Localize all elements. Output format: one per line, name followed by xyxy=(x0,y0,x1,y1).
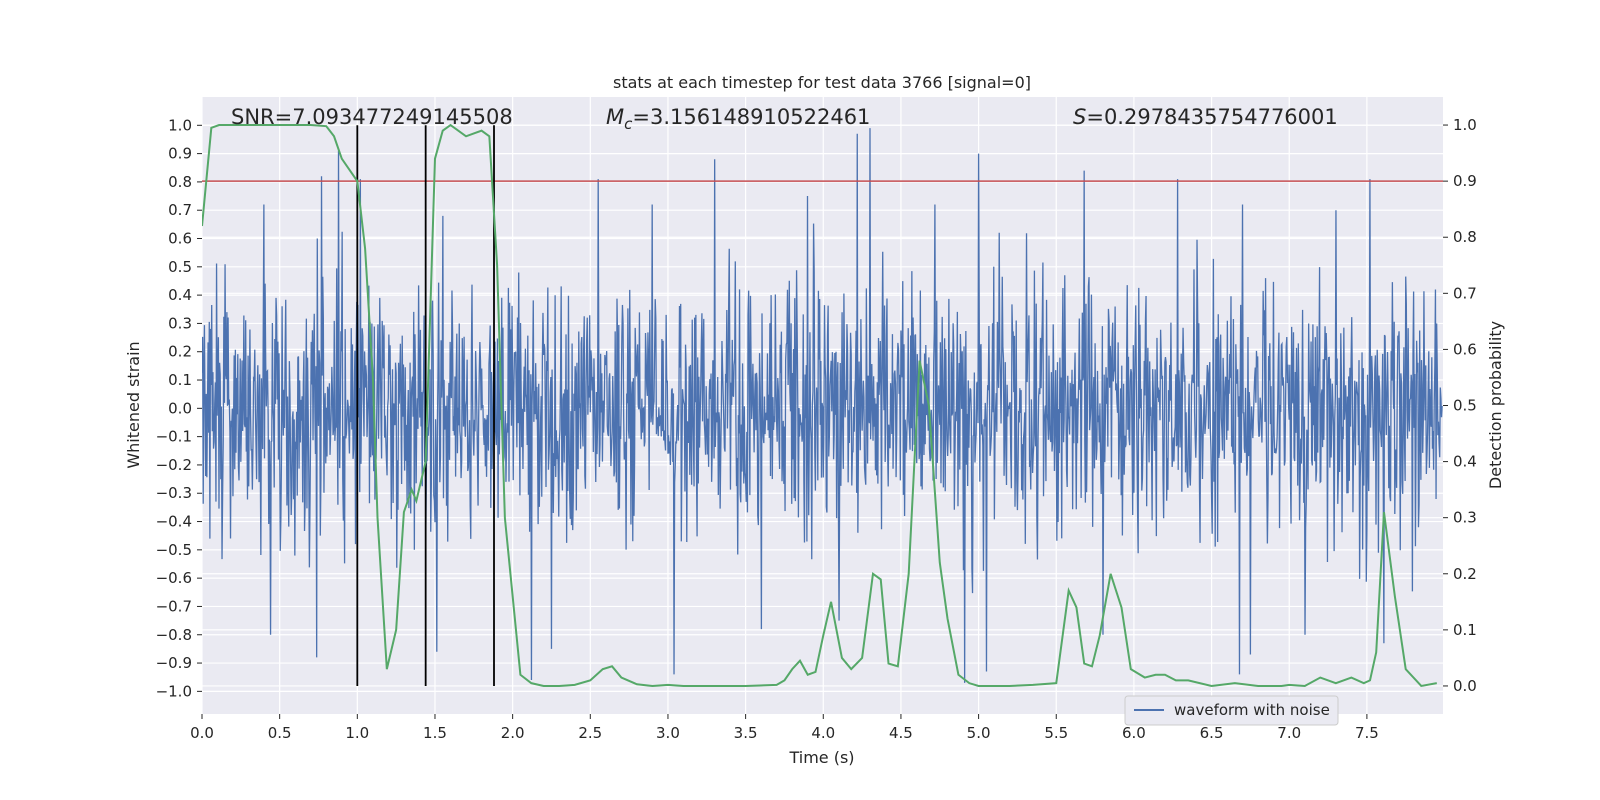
y-tick-label: −0.7 xyxy=(156,597,192,615)
y-tick-label: 0.4 xyxy=(168,286,192,304)
y-right-tick-label: 0.7 xyxy=(1453,284,1477,302)
x-tick-label: 6.0 xyxy=(1122,724,1146,742)
y-right-tick-label: 0.5 xyxy=(1453,397,1477,415)
x-axis-label: Time (s) xyxy=(788,748,854,767)
waveform-series xyxy=(202,128,1443,683)
s-symbol: S xyxy=(1073,105,1086,129)
x-ticks: 0.0 0.5 1.0 1.5 2.0 2.5 3.0 3.5 4.0 4.5 5.0 5.5 6.0 6… xyxy=(190,714,1379,742)
y-tick-label: 0.3 xyxy=(168,314,192,332)
y-tick-label: 0.2 xyxy=(168,343,192,361)
y-tick-label: −0.3 xyxy=(156,484,192,502)
y-tick-label: −0.6 xyxy=(156,569,192,587)
x-tick-label: 2.5 xyxy=(578,724,602,742)
x-tick-label: 0.0 xyxy=(190,724,214,742)
y-right-tick-label: 0.0 xyxy=(1453,677,1477,695)
y-right-tick-label: 0.3 xyxy=(1453,509,1477,527)
y-tick-label: −0.4 xyxy=(156,513,192,531)
y-right-tick-label: 0.9 xyxy=(1453,172,1477,190)
legend: waveform with noise xyxy=(1124,695,1339,726)
s-value: =0.2978435754776001 xyxy=(1086,105,1337,129)
y-axis-label-right: Detection probability xyxy=(1486,321,1505,489)
y-ticks-right: 0.0 0.1 0.2 0.3 0.4 0.5 0.6 0.7 0.8 0.9 1.0 xyxy=(1443,116,1477,695)
chirp-mass-subscript: c xyxy=(624,115,633,133)
y-right-tick-label: 1.0 xyxy=(1453,116,1477,134)
x-tick-label: 5.0 xyxy=(967,724,991,742)
x-tick-label: 3.5 xyxy=(734,724,758,742)
x-tick-label: 2.0 xyxy=(501,724,525,742)
x-tick-label: 7.0 xyxy=(1277,724,1301,742)
snr-annotation: SNR=7.093477249145508 xyxy=(231,105,513,129)
x-tick-label: 1.0 xyxy=(345,724,369,742)
y-tick-label: 1.0 xyxy=(168,116,192,134)
legend-entry: waveform with noise xyxy=(1174,701,1330,719)
waveform-line xyxy=(202,128,1443,683)
y-right-tick-label: 0.6 xyxy=(1453,340,1477,358)
x-tick-label: 6.5 xyxy=(1200,724,1224,742)
y-tick-label: −0.8 xyxy=(156,626,192,644)
y-tick-label: −0.5 xyxy=(156,541,192,559)
y-right-tick-label: 0.1 xyxy=(1453,621,1477,639)
y-tick-label: 0.5 xyxy=(168,258,192,276)
x-tick-label: 0.5 xyxy=(268,724,292,742)
y-tick-label: 0.1 xyxy=(168,371,192,389)
y-tick-label: −0.1 xyxy=(156,428,192,446)
chirp-mass-symbol: M xyxy=(606,105,624,129)
y-axis-label: Whitened strain xyxy=(124,341,143,468)
y-right-tick-label: 0.8 xyxy=(1453,228,1477,246)
y-right-tick-label: 0.2 xyxy=(1453,565,1477,583)
x-tick-label: 5.5 xyxy=(1044,724,1068,742)
x-tick-label: 4.5 xyxy=(889,724,913,742)
chirp-mass-value: =3.156148910522461 xyxy=(632,105,870,129)
probability-series xyxy=(202,123,1437,688)
chirp-mass-annotation: Mc=3.156148910522461 xyxy=(606,105,870,133)
x-tick-label: 4.0 xyxy=(811,724,835,742)
y-tick-label: 0.9 xyxy=(168,145,192,163)
s-annotation: S=0.2978435754776001 xyxy=(1073,105,1338,129)
y-tick-label: −0.2 xyxy=(156,456,192,474)
y-tick-label: −0.9 xyxy=(156,654,192,672)
x-tick-label: 7.5 xyxy=(1355,724,1379,742)
y-tick-label: 0.6 xyxy=(168,230,192,248)
y-tick-label: 0.8 xyxy=(168,173,192,191)
y-tick-label: −1.0 xyxy=(156,682,192,700)
legend-box xyxy=(1124,695,1339,726)
y-tick-label: 0.0 xyxy=(168,399,192,417)
chart-title: stats at each timestep for test data 376… xyxy=(613,73,1031,92)
x-tick-label: 1.5 xyxy=(423,724,447,742)
y-tick-label: 0.7 xyxy=(168,201,192,219)
y-ticks-left: −1.0 −0.9 −0.8 −0.7 −0.6 −0.5 −0.4 −0.3 −0.2 −0.1… xyxy=(156,116,202,700)
x-tick-label: 3.0 xyxy=(656,724,680,742)
y-right-tick-label: 0.4 xyxy=(1453,453,1477,471)
